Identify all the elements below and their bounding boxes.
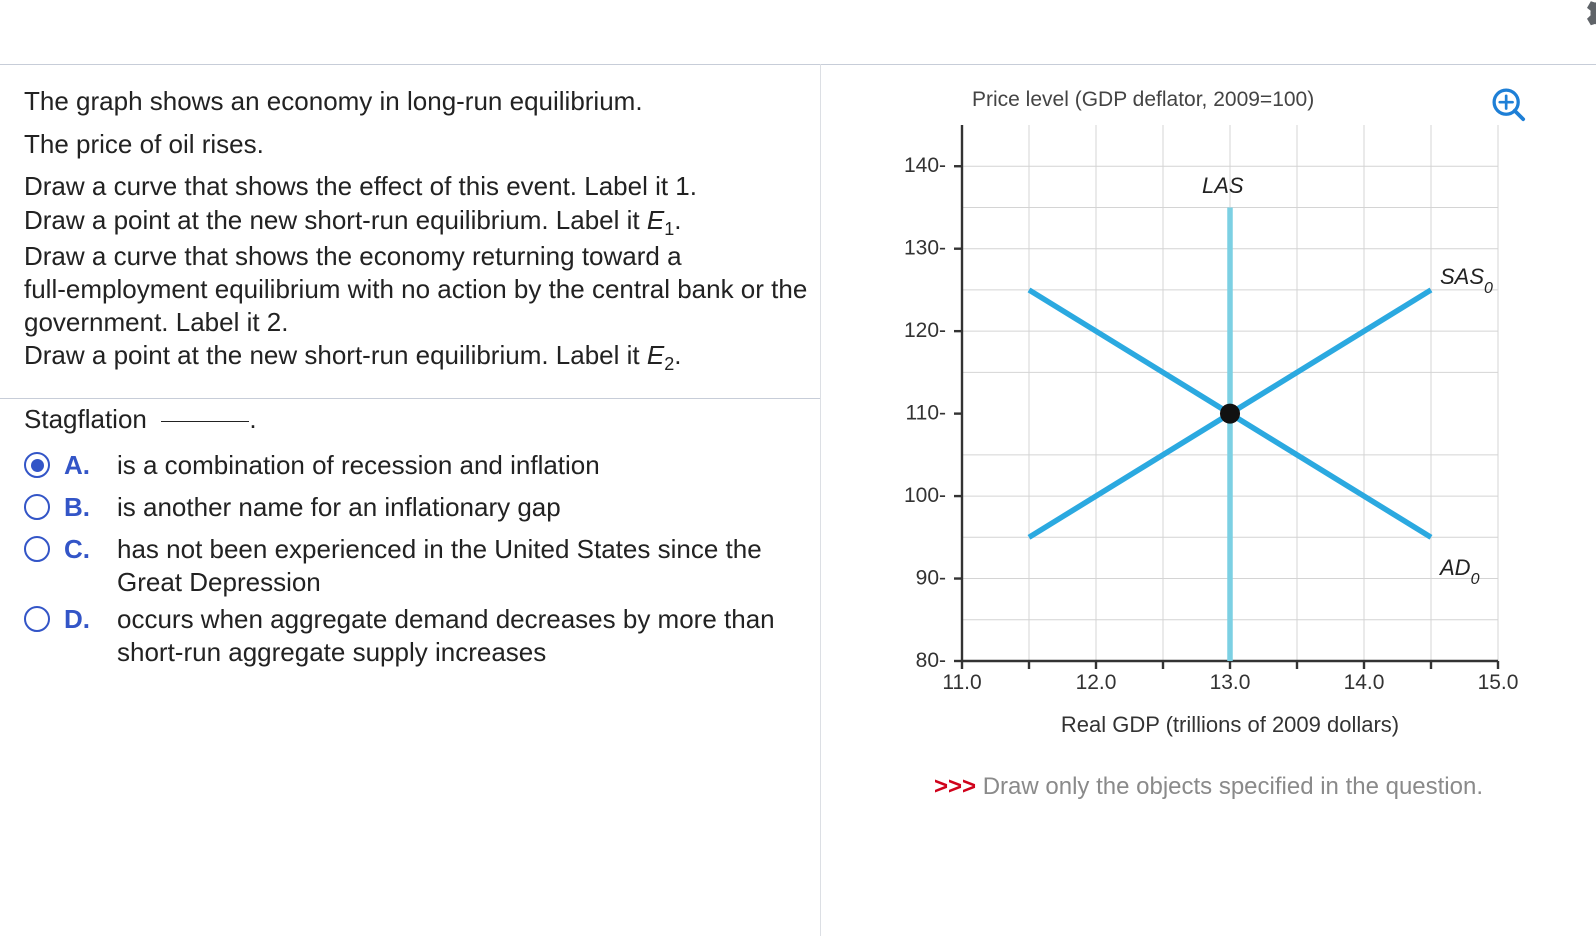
svg-text:120-: 120-: [904, 319, 946, 342]
svg-text:100-: 100-: [904, 484, 946, 507]
svg-text:11.0: 11.0: [942, 671, 981, 694]
svg-text:13.0: 13.0: [1210, 671, 1251, 694]
svg-text:LAS: LAS: [1202, 173, 1244, 198]
svg-text:110-: 110-: [906, 402, 946, 425]
svg-text:130-: 130-: [904, 237, 946, 260]
svg-text:140-: 140-: [904, 154, 946, 177]
svg-text:AD0: AD0: [1438, 555, 1480, 588]
svg-text:80-: 80-: [916, 649, 946, 672]
svg-text:15.0: 15.0: [1478, 671, 1519, 694]
svg-text:90-: 90-: [916, 567, 946, 590]
svg-text:14.0: 14.0: [1344, 671, 1385, 694]
svg-text:SAS0: SAS0: [1440, 264, 1493, 297]
svg-text:12.0: 12.0: [1076, 671, 1117, 694]
